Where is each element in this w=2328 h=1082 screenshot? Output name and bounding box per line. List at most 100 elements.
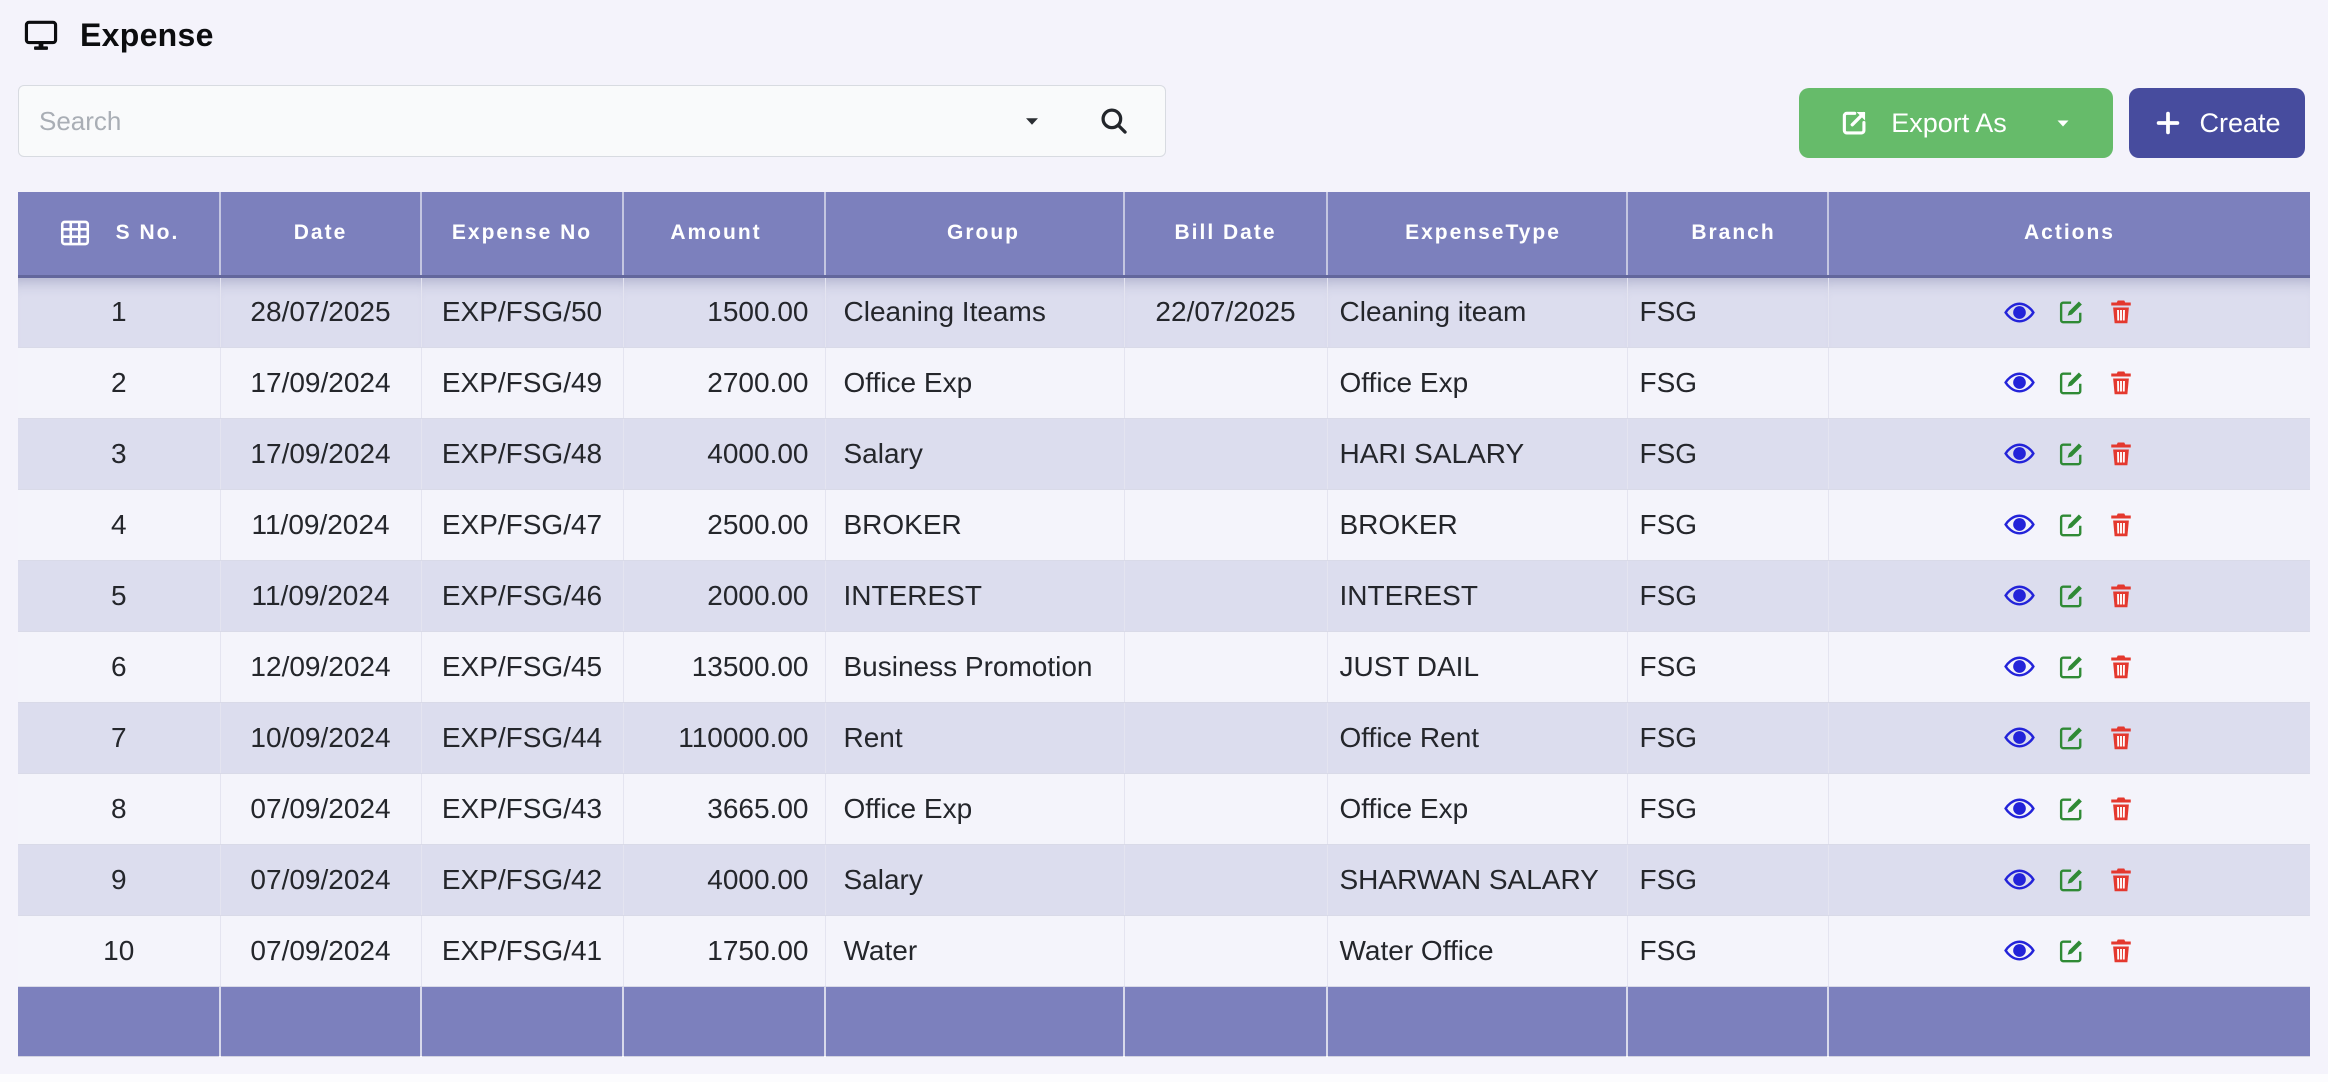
view-eye-icon[interactable]: [2003, 650, 2036, 683]
edit-pencil-icon[interactable]: [2056, 439, 2086, 469]
cell-amount: 1500.00: [623, 276, 826, 348]
create-label: Create: [2199, 107, 2281, 138]
edit-pencil-icon[interactable]: [2056, 794, 2086, 824]
cell-branch: FSG: [1627, 560, 1829, 632]
delete-trash-icon[interactable]: [2106, 652, 2136, 682]
cell-sno: 5: [18, 560, 221, 632]
column-header-sno: S No.: [18, 192, 221, 278]
cell-amount: 2000.00: [623, 560, 826, 632]
table-footer-cell: [1828, 986, 2310, 1057]
cell-expense-type: Water Office: [1327, 915, 1628, 987]
cell-expense-type: Office Rent: [1327, 702, 1628, 774]
cell-sno: 6: [18, 631, 221, 703]
view-eye-icon[interactable]: [2003, 934, 2036, 967]
table-row: 5 11/09/2024 EXP/FSG/46 2000.00 INTEREST…: [18, 560, 2310, 632]
column-header-group: Group: [825, 192, 1125, 278]
cell-expense-type: Office Exp: [1327, 773, 1628, 845]
cell-bill-date: [1124, 631, 1328, 703]
cell-date: 07/09/2024: [220, 773, 422, 845]
cell-branch: FSG: [1627, 631, 1829, 703]
delete-trash-icon[interactable]: [2106, 865, 2136, 895]
cell-bill-date: [1124, 773, 1328, 845]
view-eye-icon[interactable]: [2003, 437, 2036, 470]
cell-bill-date: [1124, 418, 1328, 490]
table-row: 7 10/09/2024 EXP/FSG/44 110000.00 Rent O…: [18, 702, 2310, 774]
search-dropdown-caret-icon[interactable]: [1019, 108, 1045, 134]
cell-bill-date: 22/07/2025: [1124, 276, 1328, 348]
table-footer-cell: [220, 986, 422, 1057]
view-eye-icon[interactable]: [2003, 508, 2036, 541]
delete-trash-icon[interactable]: [2106, 581, 2136, 611]
export-as-label: Export As: [1891, 107, 2007, 138]
cell-group: Office Exp: [825, 347, 1125, 419]
cell-sno: 7: [18, 702, 221, 774]
table-header-row: S No. Date Expense No Amount Group Bill …: [18, 192, 2310, 278]
cell-branch: FSG: [1627, 489, 1829, 561]
delete-trash-icon[interactable]: [2106, 723, 2136, 753]
delete-trash-icon[interactable]: [2106, 794, 2136, 824]
view-eye-icon[interactable]: [2003, 863, 2036, 896]
cell-group: Cleaning Iteams: [825, 276, 1125, 348]
cell-date: 12/09/2024: [220, 631, 422, 703]
table-footer-cell: [1627, 986, 1829, 1057]
view-eye-icon[interactable]: [2003, 366, 2036, 399]
view-eye-icon[interactable]: [2003, 296, 2036, 329]
cell-sno: 2: [18, 347, 221, 419]
column-header-date: Date: [220, 192, 422, 278]
share-export-icon: [1837, 106, 1871, 140]
cell-date: 28/07/2025: [220, 276, 422, 348]
edit-pencil-icon[interactable]: [2056, 368, 2086, 398]
cell-branch: FSG: [1627, 773, 1829, 845]
column-header-branch: Branch: [1627, 192, 1829, 278]
table-row: 10 07/09/2024 EXP/FSG/41 1750.00 Water W…: [18, 915, 2310, 987]
delete-trash-icon[interactable]: [2106, 297, 2136, 327]
view-eye-icon[interactable]: [2003, 721, 2036, 754]
search-icon[interactable]: [1097, 104, 1131, 138]
cell-sno: 9: [18, 844, 221, 916]
edit-pencil-icon[interactable]: [2056, 510, 2086, 540]
cell-actions: [1828, 915, 2310, 987]
create-button[interactable]: Create: [2129, 88, 2305, 158]
page-header: Expense: [22, 16, 214, 54]
cell-amount: 4000.00: [623, 418, 826, 490]
table-row: 2 17/09/2024 EXP/FSG/49 2700.00 Office E…: [18, 347, 2310, 419]
table-row: 8 07/09/2024 EXP/FSG/43 3665.00 Office E…: [18, 773, 2310, 845]
search-input[interactable]: [19, 86, 1019, 156]
table-body: 1 28/07/2025 EXP/FSG/50 1500.00 Cleaning…: [18, 276, 2310, 987]
table-row: 4 11/09/2024 EXP/FSG/47 2500.00 BROKER B…: [18, 489, 2310, 561]
cell-date: 11/09/2024: [220, 489, 422, 561]
delete-trash-icon[interactable]: [2106, 936, 2136, 966]
cell-group: Water: [825, 915, 1125, 987]
cell-amount: 4000.00: [623, 844, 826, 916]
edit-pencil-icon[interactable]: [2056, 581, 2086, 611]
cell-branch: FSG: [1627, 347, 1829, 419]
cell-actions: [1828, 631, 2310, 703]
cell-group: Salary: [825, 418, 1125, 490]
edit-pencil-icon[interactable]: [2056, 936, 2086, 966]
view-eye-icon[interactable]: [2003, 579, 2036, 612]
cell-expense-no: EXP/FSG/48: [421, 418, 624, 490]
cell-expense-no: EXP/FSG/43: [421, 773, 624, 845]
cell-sno: 10: [18, 915, 221, 987]
cell-branch: FSG: [1627, 915, 1829, 987]
cell-sno: 3: [18, 418, 221, 490]
view-eye-icon[interactable]: [2003, 792, 2036, 825]
cell-group: Office Exp: [825, 773, 1125, 845]
cell-expense-no: EXP/FSG/44: [421, 702, 624, 774]
table-footer-cell: [18, 986, 221, 1057]
delete-trash-icon[interactable]: [2106, 368, 2136, 398]
edit-pencil-icon[interactable]: [2056, 652, 2086, 682]
edit-pencil-icon[interactable]: [2056, 297, 2086, 327]
delete-trash-icon[interactable]: [2106, 510, 2136, 540]
table-row: 1 28/07/2025 EXP/FSG/50 1500.00 Cleaning…: [18, 276, 2310, 348]
cell-expense-no: EXP/FSG/50: [421, 276, 624, 348]
export-as-button[interactable]: Export As: [1799, 88, 2113, 158]
cell-date: 07/09/2024: [220, 915, 422, 987]
delete-trash-icon[interactable]: [2106, 439, 2136, 469]
edit-pencil-icon[interactable]: [2056, 723, 2086, 753]
column-header-amount: Amount: [623, 192, 826, 278]
cell-date: 17/09/2024: [220, 347, 422, 419]
cell-group: Salary: [825, 844, 1125, 916]
edit-pencil-icon[interactable]: [2056, 865, 2086, 895]
cell-sno: 8: [18, 773, 221, 845]
